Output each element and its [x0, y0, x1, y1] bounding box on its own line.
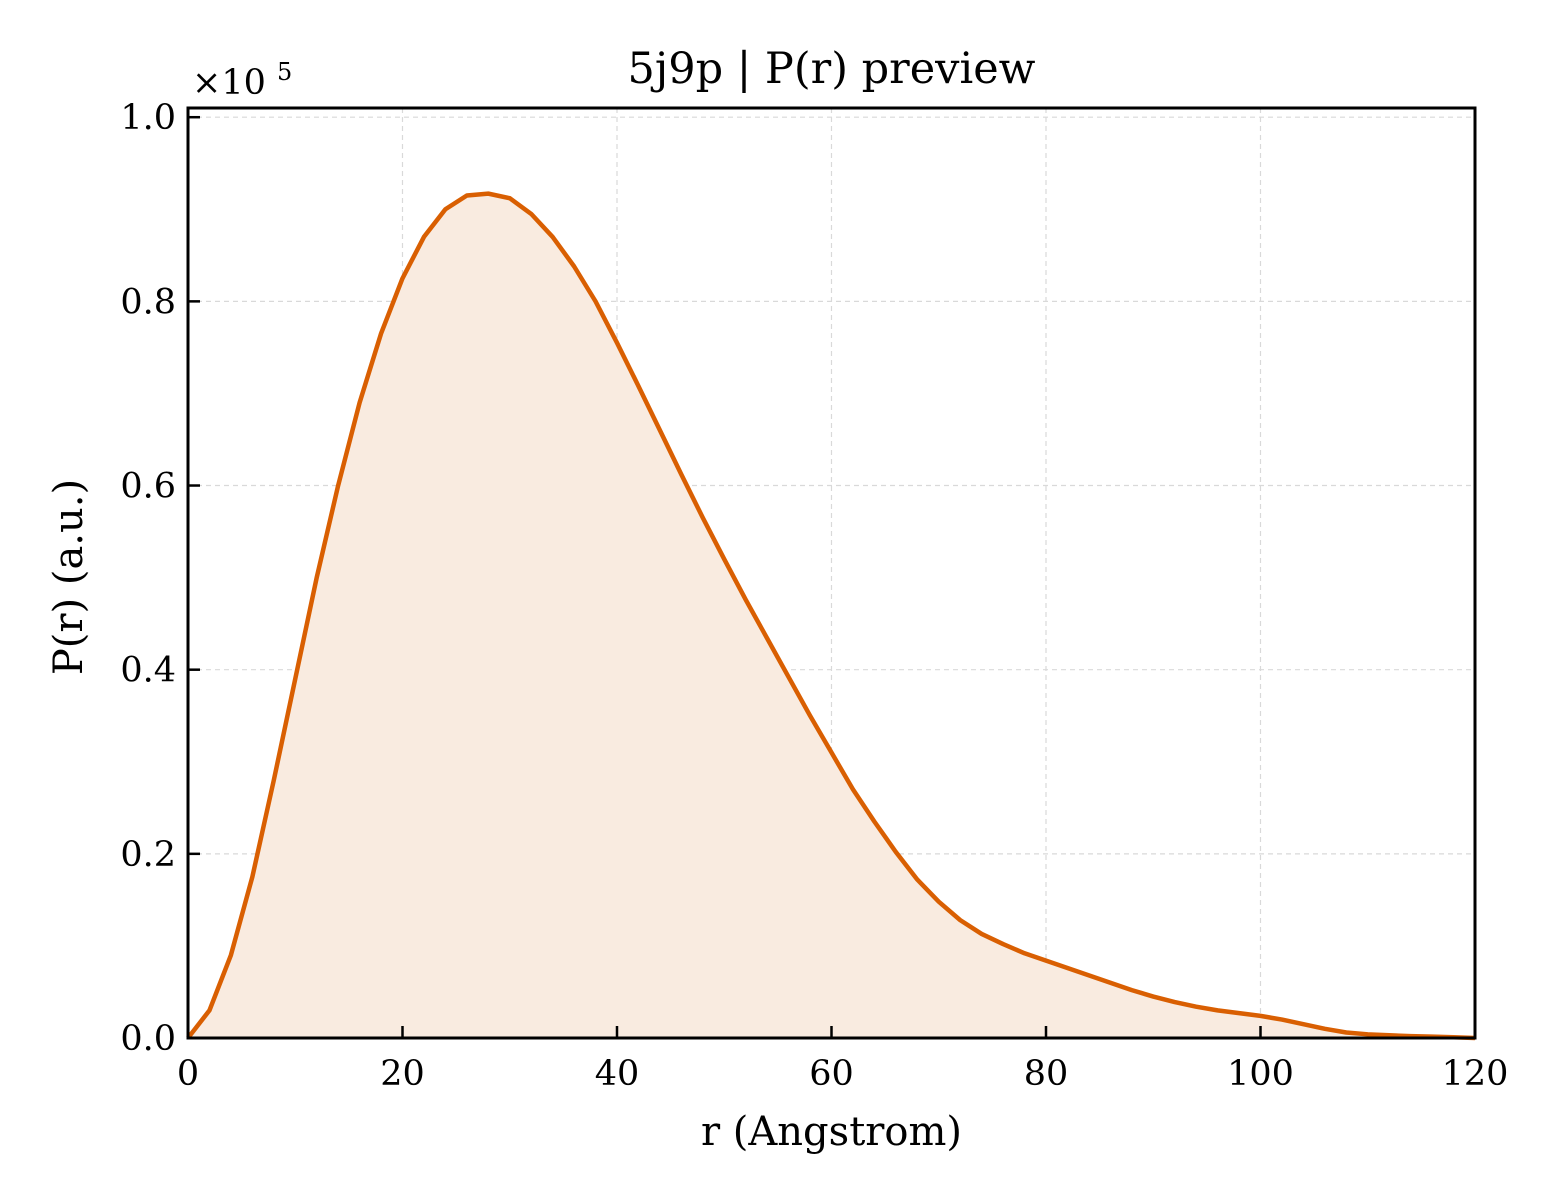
y-tick-label: 0.2 — [120, 835, 176, 875]
series-line — [186, 191, 1476, 1041]
x-tick-label: 100 — [1227, 1054, 1294, 1094]
area-fill — [188, 193, 1475, 1038]
x-tick-label: 20 — [380, 1054, 425, 1094]
y-axis-label: P(r) (a.u.) — [46, 479, 92, 675]
y-tick-label: 1.0 — [120, 98, 176, 138]
y-axis-offset-base: ×10 — [192, 63, 266, 103]
x-tick-label: 80 — [1024, 1054, 1069, 1094]
x-tick-label: 60 — [809, 1054, 854, 1094]
y-tick-label: 0.8 — [120, 282, 176, 322]
y-axis-ticks: 0.0 0.2 0.4 0.6 0.8 1.0 — [120, 98, 200, 1059]
y-axis-offset-exponent: 5 — [277, 58, 292, 86]
x-tick-label: 0 — [177, 1054, 199, 1094]
x-tick-label: 40 — [595, 1054, 640, 1094]
y-tick-label: 0.6 — [120, 467, 176, 507]
y-tick-label: 0.0 — [120, 1019, 176, 1059]
chart-title: 5j9p | P(r) preview — [628, 44, 1036, 94]
x-axis-label: r (Angstrom) — [701, 1109, 962, 1155]
y-axis-offset-label: ×10 5 — [192, 58, 292, 103]
x-tick-label: 120 — [1442, 1054, 1509, 1094]
y-tick-label: 0.4 — [120, 651, 176, 691]
x-axis-ticks: 0 20 40 60 80 100 120 — [177, 1026, 1509, 1094]
